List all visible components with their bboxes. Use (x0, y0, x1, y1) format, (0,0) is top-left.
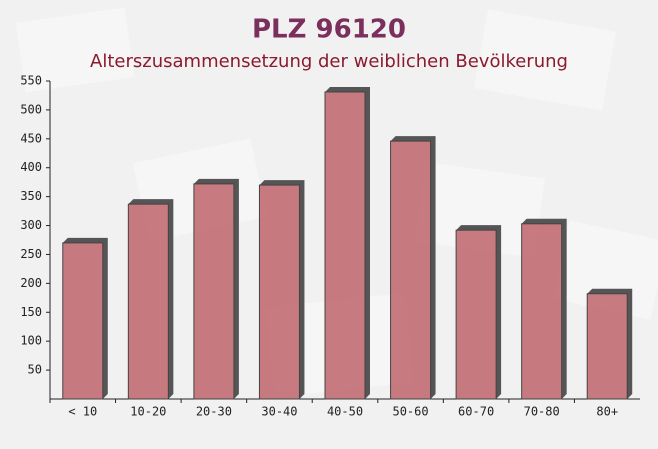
bar (390, 140, 432, 400)
bar (324, 91, 366, 400)
x-tick-label: 40-50 (327, 405, 363, 419)
x-tick-label: < 10 (68, 405, 97, 419)
x-tick-label: 60-70 (458, 405, 494, 419)
bar (127, 203, 169, 400)
x-tick-label: 30-40 (261, 405, 297, 419)
x-tick-label: 20-30 (196, 405, 232, 419)
y-tick-label: 450 (20, 131, 42, 145)
bar (455, 229, 497, 400)
chart-title: PLZ 96120 (252, 15, 406, 45)
x-tick-label: 80+ (596, 405, 618, 419)
x-tick-label: 10-20 (130, 405, 166, 419)
chart-subtitle: Alterszusammensetzung der weiblichen Bev… (90, 51, 568, 72)
bar (586, 293, 628, 400)
y-tick-label: 100 (20, 334, 42, 348)
y-tick-label: 50 (28, 363, 42, 377)
x-tick-label: 50-60 (392, 405, 428, 419)
y-tick-label: 300 (20, 218, 42, 232)
y-tick-label: 250 (20, 247, 42, 261)
bar (193, 183, 235, 400)
bar (62, 242, 104, 400)
bar (521, 223, 563, 400)
y-tick-label: 150 (20, 305, 42, 319)
y-tick-label: 200 (20, 276, 42, 290)
bar (258, 184, 300, 400)
y-tick-label: 550 (20, 74, 42, 88)
y-tick-label: 500 (20, 102, 42, 116)
y-tick-label: 400 (20, 160, 42, 174)
x-tick-label: 70-80 (524, 405, 560, 419)
y-tick-label: 350 (20, 189, 42, 203)
